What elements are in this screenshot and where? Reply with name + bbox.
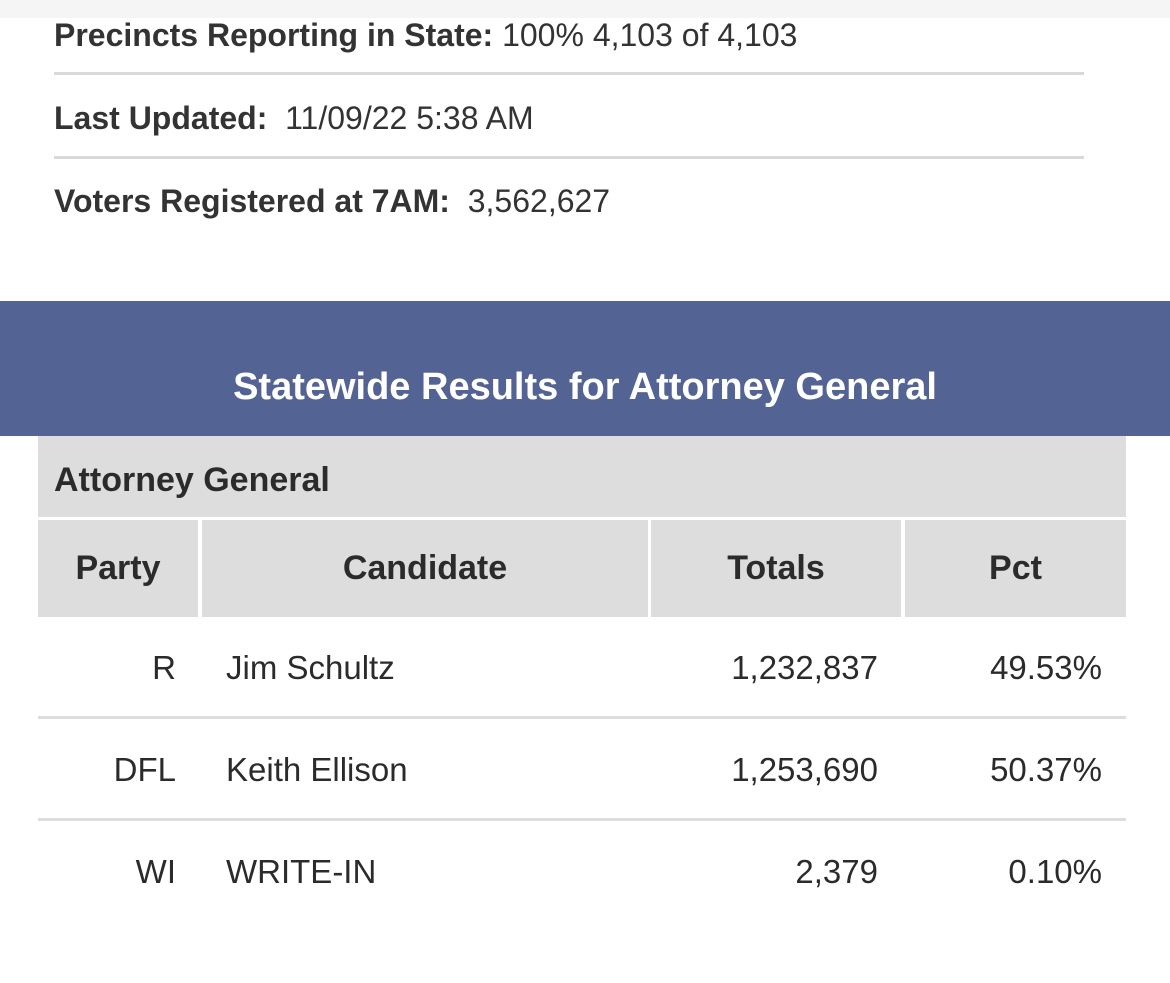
race-title: Attorney General [38,436,1126,517]
precincts-count: 4,103 of 4,103 [592,17,798,53]
registered-label: Voters Registered at 7AM: [54,183,450,219]
updated-label: Last Updated: [54,100,268,136]
column-header-pct: Pct [905,520,1126,617]
column-header-totals: Totals [651,520,901,617]
precincts-label: Precincts Reporting in State: [54,17,494,53]
voters-registered: Voters Registered at 7AM: 3,562,627 [54,181,1084,221]
table-row: R Jim Schultz 1,232,837 49.53% [38,617,1126,719]
table-row: WI WRITE-IN 2,379 0.10% [38,821,1126,923]
column-header-party: Party [38,520,198,617]
top-strip [0,0,1170,18]
pct-cell: 50.37% [990,751,1102,788]
pct-cell: 49.53% [990,649,1102,686]
candidate-cell: Keith Ellison [226,751,408,788]
divider [54,156,1084,159]
precincts-reporting: Precincts Reporting in State: 100% 4,103… [54,15,1084,55]
updated-value: 11/09/22 5:38 AM [285,100,534,136]
precincts-pct: 100% [502,17,584,53]
divider [54,72,1084,75]
totals-cell: 1,253,690 [731,751,878,788]
table-row: DFL Keith Ellison 1,253,690 50.37% [38,719,1126,821]
party-cell: WI [135,853,176,890]
results-table: Attorney General Party Candidate Totals … [38,436,1126,923]
banner-title: Statewide Results for Attorney General [233,366,937,408]
party-cell: DFL [113,751,176,788]
column-header-candidate: Candidate [202,520,648,617]
candidate-cell: WRITE-IN [226,853,377,890]
pct-cell: 0.10% [1008,853,1102,890]
candidate-cell: Jim Schultz [226,649,395,686]
registered-value: 3,562,627 [467,183,611,219]
table-header: Party Candidate Totals Pct [38,517,1126,617]
last-updated: Last Updated: 11/09/22 5:38 AM [54,98,1084,138]
party-cell: R [152,649,176,686]
results-banner: Statewide Results for Attorney General [0,301,1170,436]
totals-cell: 1,232,837 [731,649,878,686]
totals-cell: 2,379 [795,853,878,890]
